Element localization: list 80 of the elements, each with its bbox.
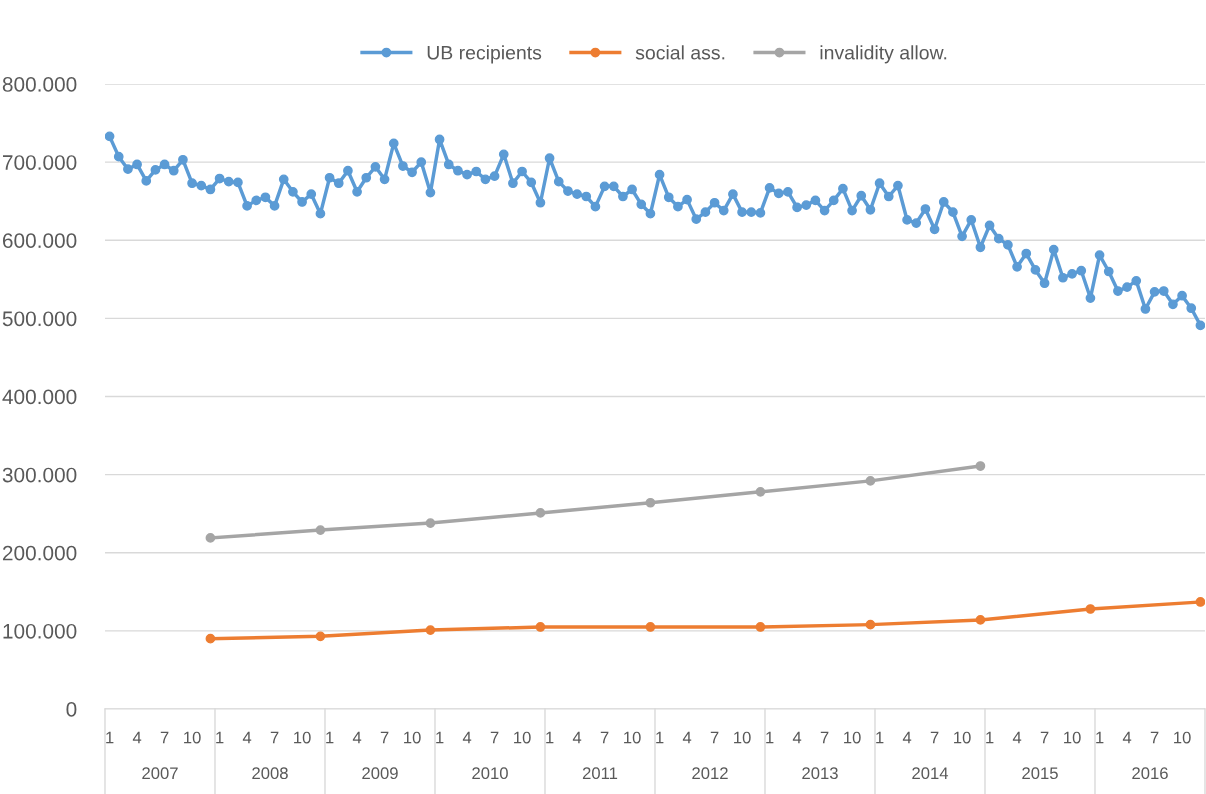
- x-tick-label: 4: [462, 731, 472, 744]
- point: [315, 631, 326, 642]
- x-tick-label: 1: [326, 731, 334, 744]
- x-tick-label: 7: [1150, 731, 1159, 744]
- x-tick-label: 7: [490, 731, 499, 744]
- x-tick-label: 10: [1064, 731, 1081, 744]
- x-tick-label: 10: [294, 731, 311, 744]
- point: [205, 533, 216, 543]
- point: [645, 497, 656, 508]
- x-tick-label: 7: [270, 731, 279, 744]
- text: 2011: [582, 767, 618, 780]
- x-tick-label: 7: [380, 731, 389, 744]
- point: [865, 619, 876, 630]
- y-tick-label: 500.000: [2, 311, 77, 327]
- x-tick-label: 4: [572, 731, 582, 744]
- x-tick-label: 7: [710, 731, 719, 744]
- point: [1085, 604, 1096, 614]
- point: [425, 625, 436, 635]
- point: [865, 476, 876, 486]
- y-tick-label: 800.000: [2, 77, 77, 92]
- x-tick-label: 7: [1040, 731, 1049, 744]
- text: 2015: [1022, 767, 1058, 780]
- point: [315, 525, 326, 535]
- point: [1195, 597, 1205, 607]
- point: [755, 622, 766, 632]
- x-tick-label: 1: [546, 731, 554, 744]
- x-tick-label: 7: [600, 731, 609, 744]
- legend-label: invalidity allow.: [820, 45, 947, 64]
- x-tick-label: 4: [1012, 731, 1022, 744]
- y-tick-label: 0: [66, 702, 77, 717]
- y-tick-label: 100.000: [3, 623, 77, 639]
- x-tick-label: 10: [1174, 731, 1191, 744]
- x-tick-label: 1: [1096, 731, 1104, 744]
- x-tick-label: 4: [242, 731, 252, 744]
- legend-label: social ass.: [635, 45, 725, 60]
- text: 2013: [802, 767, 838, 780]
- x-tick-label: 7: [160, 731, 169, 744]
- point: [975, 615, 986, 625]
- x-tick-label: 10: [184, 731, 201, 744]
- point: [755, 486, 766, 497]
- x-tick-label: 1: [106, 731, 114, 744]
- x-tick-label: 7: [930, 731, 939, 744]
- text: 2009: [362, 767, 398, 780]
- x-tick-label: 10: [514, 731, 531, 744]
- y-tick-label: 200.000: [2, 545, 77, 561]
- text: 2010: [472, 767, 508, 780]
- x-tick-label: 1: [216, 731, 224, 744]
- x-tick-label: 1: [656, 731, 664, 744]
- text: 2016: [1132, 767, 1168, 780]
- y-tick-label: 400.000: [2, 389, 77, 405]
- x-tick-label: 10: [624, 731, 641, 744]
- text: 2014: [912, 767, 949, 780]
- x-tick-label: 4: [902, 731, 912, 744]
- y-tick-label: 600.000: [2, 233, 77, 248]
- x-tick-label: 4: [1122, 731, 1132, 744]
- text: 2012: [692, 767, 728, 780]
- x-tick-label: 4: [682, 731, 692, 744]
- x-tick-label: 7: [820, 731, 829, 744]
- x-tick-label: 1: [436, 731, 444, 744]
- legend-label: UB recipients: [427, 45, 542, 64]
- x-tick-label: 10: [844, 731, 861, 744]
- x-tick-label: 1: [766, 731, 774, 744]
- x-tick-label: 10: [404, 731, 421, 744]
- x-tick-label: 10: [734, 731, 751, 744]
- x-tick-label: 10: [954, 731, 971, 744]
- x-tick-label: 4: [132, 731, 142, 744]
- text: 2007: [142, 767, 178, 780]
- point: [425, 518, 436, 528]
- point: [535, 508, 546, 518]
- x-tick-label: 4: [792, 731, 802, 744]
- x-tick-label: 1: [876, 731, 884, 744]
- point: [535, 622, 546, 632]
- point: [205, 633, 216, 644]
- point: [645, 622, 656, 632]
- x-tick-label: 4: [352, 731, 362, 744]
- y-tick-label: 300.000: [2, 467, 77, 483]
- x-tick-label: 1: [986, 731, 994, 744]
- text: 2008: [252, 767, 288, 780]
- y-tick-label: 700.000: [2, 155, 77, 170]
- point: [975, 461, 986, 471]
